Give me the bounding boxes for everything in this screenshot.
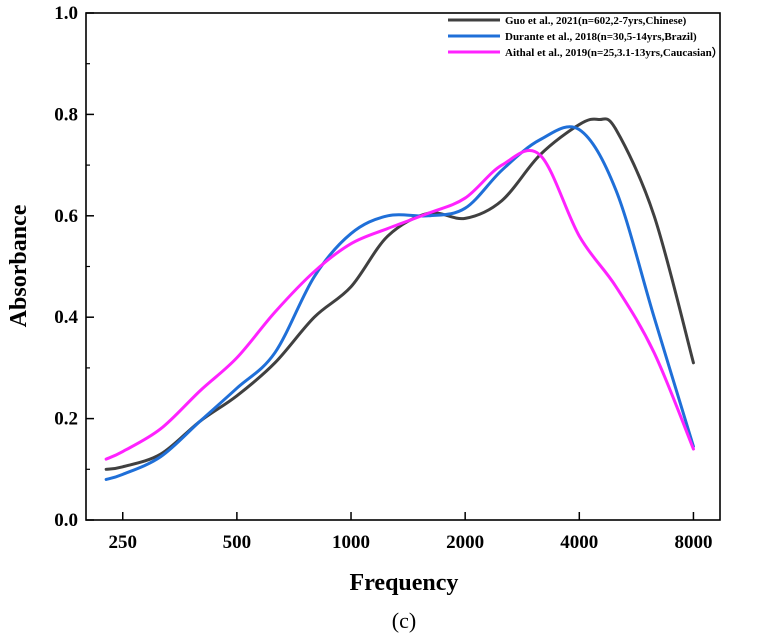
y-tick-label: 1.0: [54, 3, 78, 24]
legend-label-1: Guo et al., 2021(n=602,2-7yrs,Chinese): [505, 15, 687, 27]
y-tick-label: 0.8: [54, 104, 78, 125]
plot-border: [85, 12, 721, 521]
x-tick-label: 500: [223, 532, 252, 553]
legend: Guo et al., 2021(n=602,2-7yrs,Chinese) Du…: [448, 15, 723, 59]
x-axis-title: Frequency: [350, 570, 459, 596]
y-axis-ticks: 0.0 0.2 0.4 0.6 0.8 1.0: [54, 3, 94, 531]
y-tick-label: 0.6: [54, 206, 78, 227]
y-tick-label: 0.2: [54, 409, 78, 430]
series-line-2: [104, 125, 695, 481]
legend-label-2: Durante et al., 2018(n=30,5-14yrs,Brazil…: [505, 31, 697, 43]
y-tick-label: 0.4: [54, 307, 78, 328]
figure-caption: (c): [392, 608, 416, 633]
y-axis-title: Absorbance: [6, 204, 32, 327]
legend-label-3: Aithal et al., 2019(n=25,3.1-13yrs,Cauca…: [505, 46, 723, 59]
series-lines: [104, 117, 695, 481]
x-axis-ticks: 250 500 1000 2000 4000 8000: [108, 512, 712, 553]
x-tick-label: 250: [108, 532, 137, 553]
series-line-1: [104, 117, 695, 471]
series-line-3: [104, 149, 695, 461]
x-tick-label: 8000: [674, 532, 712, 553]
x-tick-label: 4000: [560, 532, 598, 553]
plot-frame: [85, 12, 721, 521]
y-tick-label: 0.0: [54, 510, 78, 531]
x-tick-label: 2000: [446, 532, 484, 553]
x-tick-label: 1000: [332, 532, 370, 553]
